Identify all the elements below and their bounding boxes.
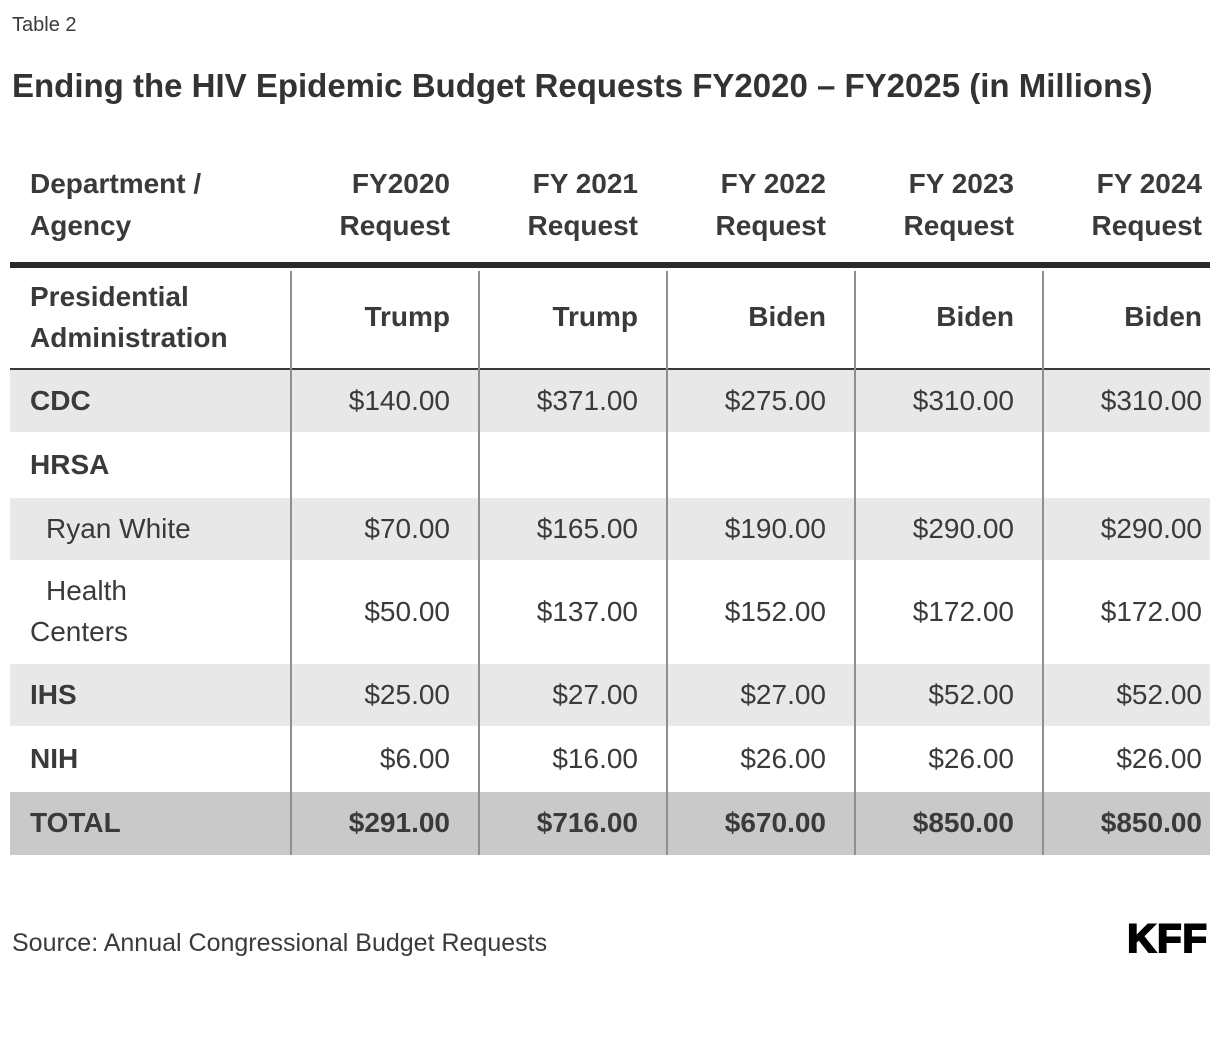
- row-cdc: CDC $140.00 $371.00 $275.00 $310.00 $310…: [10, 368, 1210, 433]
- row-nih: NIH $6.00 $16.00 $26.00 $26.00 $26.00: [10, 725, 1210, 791]
- col-header-fy2022: FY 2022 Request: [666, 152, 854, 268]
- row-hrsa: HRSA: [10, 431, 1210, 497]
- col-header-fy2021: FY 2021 Request: [478, 152, 666, 268]
- column-divider: [666, 270, 668, 855]
- value-cell: $140.00: [290, 368, 478, 433]
- value-cell: $190.00: [666, 495, 854, 561]
- value-cell: $850.00: [1042, 789, 1210, 855]
- kff-logo: KFF: [1126, 916, 1208, 962]
- row-presidential-administration: Presidential Administration Trump Trump …: [10, 264, 1210, 370]
- value-cell: $52.00: [1042, 661, 1210, 727]
- column-divider: [478, 270, 480, 855]
- value-cell: $6.00: [290, 725, 478, 791]
- value-cell: $172.00: [854, 559, 1042, 663]
- admin-value: Biden: [854, 264, 1042, 370]
- row-label: CDC: [10, 368, 290, 433]
- value-cell: $310.00: [1042, 368, 1210, 433]
- row-label-text: Health Centers: [30, 574, 129, 647]
- value-cell: $70.00: [290, 495, 478, 561]
- value-cell: [1042, 431, 1210, 497]
- value-cell: $25.00: [290, 661, 478, 727]
- value-cell: $52.00: [854, 661, 1042, 727]
- budget-table-container: Department / Agency FY2020 Request FY 20…: [10, 152, 1210, 855]
- value-cell: $291.00: [290, 789, 478, 855]
- row-ihs: IHS $25.00 $27.00 $27.00 $52.00 $52.00: [10, 661, 1210, 727]
- row-total: TOTAL $291.00 $716.00 $670.00 $850.00 $8…: [10, 789, 1210, 855]
- admin-value: Trump: [478, 264, 666, 370]
- footer: Source: Annual Congressional Budget Requ…: [12, 916, 1208, 962]
- value-cell: $850.00: [854, 789, 1042, 855]
- row-label: Presidential Administration: [10, 264, 290, 370]
- value-cell: $172.00: [1042, 559, 1210, 663]
- value-cell: $290.00: [1042, 495, 1210, 561]
- col-header-fy2023: FY 2023 Request: [854, 152, 1042, 268]
- value-cell: [854, 431, 1042, 497]
- value-cell: $27.00: [666, 661, 854, 727]
- value-cell: $27.00: [478, 661, 666, 727]
- col-header-department-agency: Department / Agency: [10, 152, 290, 268]
- admin-value: Trump: [290, 264, 478, 370]
- admin-value: Biden: [666, 264, 854, 370]
- column-divider: [290, 270, 292, 855]
- row-label: TOTAL: [10, 789, 290, 855]
- value-cell: $716.00: [478, 789, 666, 855]
- row-ryan-white: Ryan White $70.00 $165.00 $190.00 $290.0…: [10, 495, 1210, 561]
- row-label: Health Centers: [10, 559, 290, 663]
- admin-value: Biden: [1042, 264, 1210, 370]
- value-cell: $165.00: [478, 495, 666, 561]
- value-cell: $371.00: [478, 368, 666, 433]
- row-label: Ryan White: [10, 495, 290, 561]
- row-label: IHS: [10, 661, 290, 727]
- col-header-fy2020: FY2020 Request: [290, 152, 478, 268]
- table-number-label: Table 2: [12, 14, 77, 36]
- value-cell: $290.00: [854, 495, 1042, 561]
- value-cell: $137.00: [478, 559, 666, 663]
- row-label: NIH: [10, 725, 290, 791]
- value-cell: $670.00: [666, 789, 854, 855]
- value-cell: $26.00: [666, 725, 854, 791]
- budget-table: Department / Agency FY2020 Request FY 20…: [10, 152, 1210, 855]
- value-cell: $26.00: [854, 725, 1042, 791]
- value-cell: $50.00: [290, 559, 478, 663]
- value-cell: $16.00: [478, 725, 666, 791]
- source-note: Source: Annual Congressional Budget Requ…: [12, 928, 548, 957]
- column-divider: [854, 270, 856, 855]
- value-cell: $310.00: [854, 368, 1042, 433]
- header-row: Department / Agency FY2020 Request FY 20…: [10, 152, 1210, 268]
- value-cell: $152.00: [666, 559, 854, 663]
- value-cell: $26.00: [1042, 725, 1210, 791]
- value-cell: [290, 431, 478, 497]
- row-health-centers: Health Centers $50.00 $137.00 $152.00 $1…: [10, 559, 1210, 663]
- value-cell: [666, 431, 854, 497]
- value-cell: $275.00: [666, 368, 854, 433]
- page-title: Ending the HIV Epidemic Budget Requests …: [12, 67, 1153, 104]
- value-cell: [478, 431, 666, 497]
- row-label: HRSA: [10, 431, 290, 497]
- col-header-fy2024: FY 2024 Request: [1042, 152, 1210, 268]
- column-divider: [1042, 270, 1044, 855]
